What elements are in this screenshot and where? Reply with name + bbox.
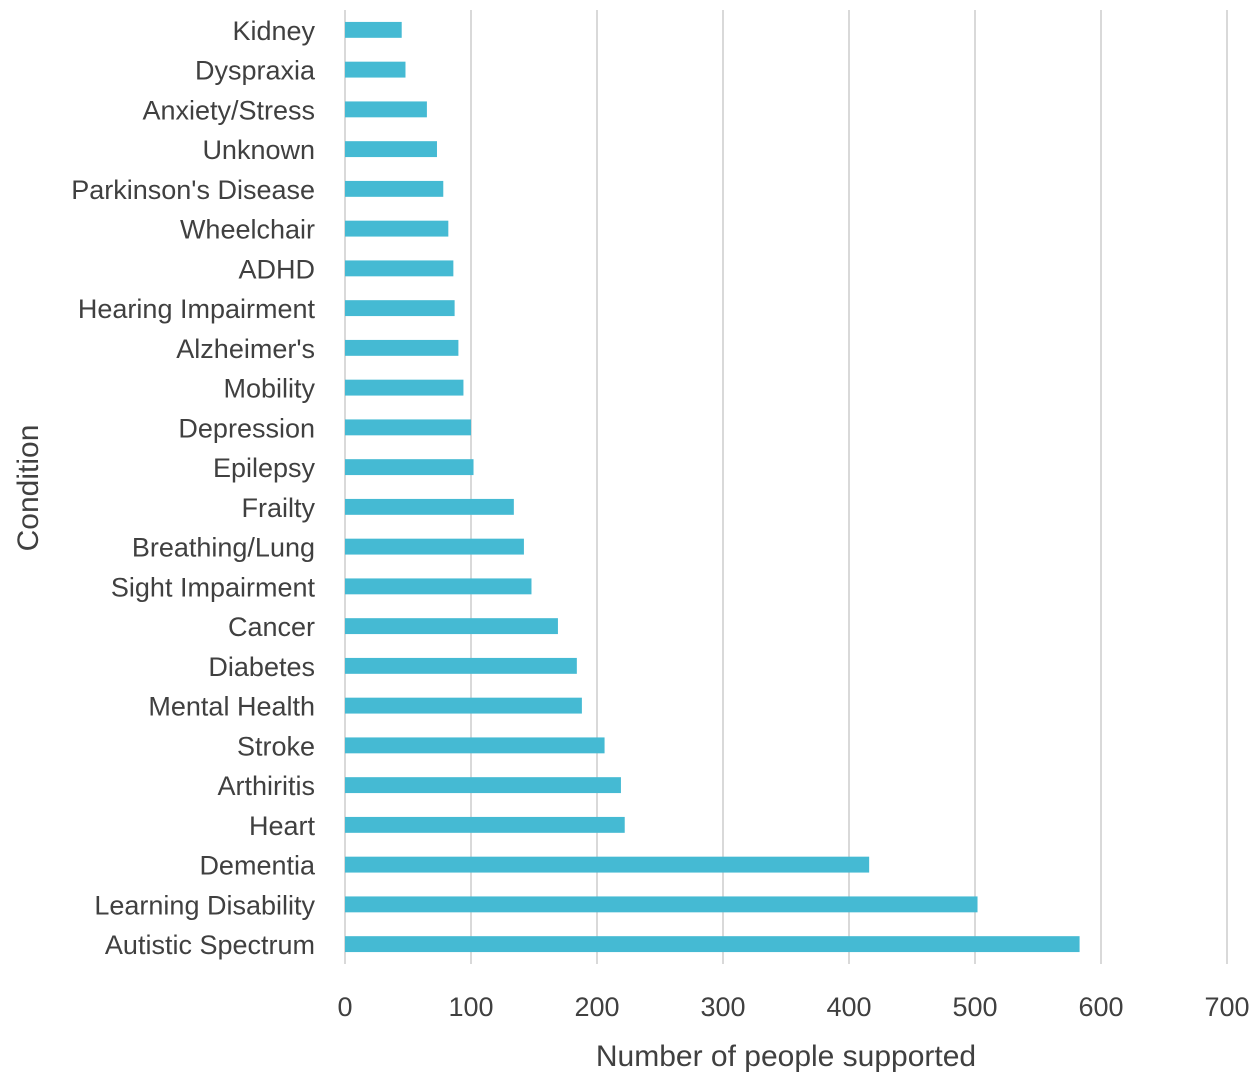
bar [345, 220, 449, 237]
bar [345, 21, 402, 38]
gridlines [344, 10, 1228, 964]
category-label: Sight Impairment [111, 572, 316, 602]
x-axis-title: Number of people supported [596, 1040, 976, 1073]
category-label: Learning Disability [94, 890, 315, 920]
bar [345, 896, 978, 913]
bar [345, 141, 437, 158]
bars [345, 21, 1080, 953]
bar [345, 697, 582, 714]
bar [345, 61, 406, 78]
bar [345, 578, 532, 595]
bar [345, 777, 621, 794]
category-label: Kidney [232, 16, 315, 46]
x-tick-label: 500 [952, 992, 997, 1022]
category-label: Unknown [202, 135, 315, 165]
x-tick-label: 0 [337, 992, 352, 1022]
bar [345, 260, 454, 277]
bar [345, 737, 605, 754]
x-tick-label: 300 [700, 992, 745, 1022]
category-label: Parkinson's Disease [71, 175, 315, 205]
category-label: Arthiritis [217, 771, 315, 801]
category-label: Dyspraxia [195, 56, 316, 86]
category-label: Heart [249, 811, 316, 841]
bar [345, 856, 870, 873]
category-label: Mobility [223, 374, 315, 404]
x-tick-labels: 0 100 200 300 400 500 600 700 [337, 992, 1249, 1022]
x-tick-label: 700 [1204, 992, 1249, 1022]
x-tick-label: 200 [574, 992, 619, 1022]
category-label: Anxiety/Stress [142, 95, 315, 125]
category-label: Cancer [228, 612, 315, 642]
category-label: Dementia [199, 851, 316, 881]
category-label: Hearing Impairment [78, 294, 316, 324]
bar [345, 657, 577, 674]
category-label: Alzheimer's [176, 334, 315, 364]
bar [345, 498, 514, 515]
category-label: Epilepsy [213, 453, 316, 483]
bar [345, 936, 1080, 953]
category-label: ADHD [238, 254, 315, 284]
bar [345, 618, 558, 635]
bar [345, 379, 464, 396]
bar [345, 180, 444, 197]
category-label: Breathing/Lung [132, 533, 315, 563]
category-label: Diabetes [208, 652, 315, 682]
x-tick-label: 100 [448, 992, 493, 1022]
bar [345, 459, 474, 476]
category-label: Frailty [242, 493, 316, 523]
bar [345, 419, 471, 436]
bar [345, 538, 524, 555]
category-label: Depression [178, 413, 315, 443]
bar [345, 816, 625, 833]
category-label: Mental Health [148, 692, 315, 722]
y-axis-title: Condition [12, 425, 45, 552]
bar [345, 300, 455, 317]
bar [345, 339, 459, 356]
category-label: Autistic Spectrum [105, 930, 315, 960]
x-tick-label: 400 [826, 992, 871, 1022]
bar [345, 101, 427, 118]
category-label: Stroke [237, 731, 315, 761]
x-tick-label: 600 [1078, 992, 1123, 1022]
category-labels: Kidney Dyspraxia Anxiety/Stress Unknown Park… [71, 16, 316, 960]
category-label: Wheelchair [180, 215, 315, 245]
